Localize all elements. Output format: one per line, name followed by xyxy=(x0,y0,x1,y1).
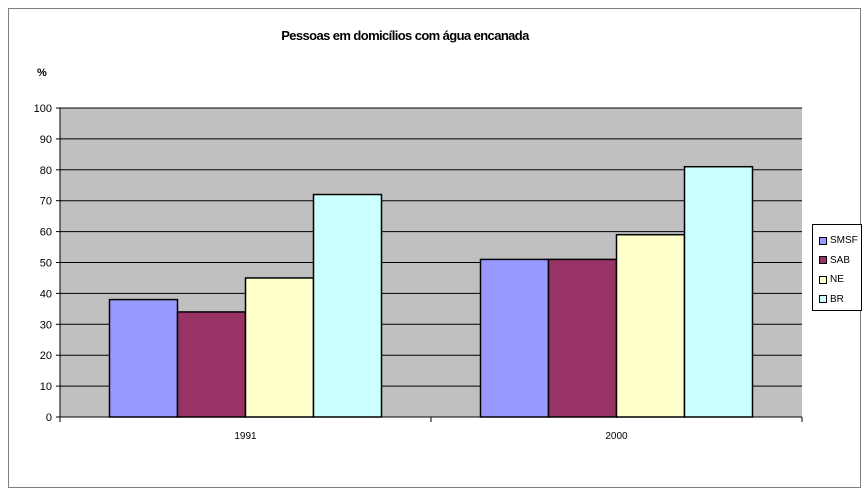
bar-br-1991 xyxy=(312,193,383,418)
bar-smsf-2000 xyxy=(479,258,550,418)
y-tick-label: 20 xyxy=(40,350,52,362)
bar-sab-1991 xyxy=(176,311,247,418)
y-tick-label: 0 xyxy=(46,412,52,424)
chart-title: Pessoas em domicílios com água encanada xyxy=(281,28,529,43)
y-tick-label: 40 xyxy=(40,288,52,300)
legend: SMSF SAB NE BR xyxy=(812,224,862,311)
legend-swatch xyxy=(819,295,827,304)
y-tick-label: 30 xyxy=(40,319,52,331)
legend-swatch xyxy=(819,256,827,265)
bar-ne-1991 xyxy=(244,277,315,418)
legend-swatch xyxy=(819,275,827,284)
y-tick-label: 90 xyxy=(40,134,52,146)
legend-label: SAB xyxy=(830,254,851,266)
y-tick-label: 80 xyxy=(40,165,52,177)
legend-label: NE xyxy=(830,274,844,286)
x-tick-label: 1991 xyxy=(234,431,257,442)
bar-sab-2000 xyxy=(547,258,618,418)
y-tick-label: 60 xyxy=(40,227,52,239)
legend-swatch xyxy=(819,236,827,245)
legend-label: BR xyxy=(830,293,844,305)
y-axis-label: % xyxy=(37,67,47,79)
y-tick-label: 70 xyxy=(40,196,52,208)
bar-ne-2000 xyxy=(615,233,686,418)
legend-item-br: BR xyxy=(813,290,861,310)
bar-smsf-1991 xyxy=(108,298,179,418)
legend-item-ne: NE xyxy=(813,270,861,290)
x-tick-label: 2000 xyxy=(605,431,628,442)
y-tick-label: 100 xyxy=(34,103,52,115)
y-tick-label: 10 xyxy=(40,381,52,393)
y-tick-label: 50 xyxy=(40,258,52,270)
legend-label: SMSF xyxy=(830,235,858,247)
legend-item-smsf: SMSF xyxy=(813,231,861,251)
legend-item-sab: SAB xyxy=(813,251,861,271)
bar-br-2000 xyxy=(683,165,754,418)
